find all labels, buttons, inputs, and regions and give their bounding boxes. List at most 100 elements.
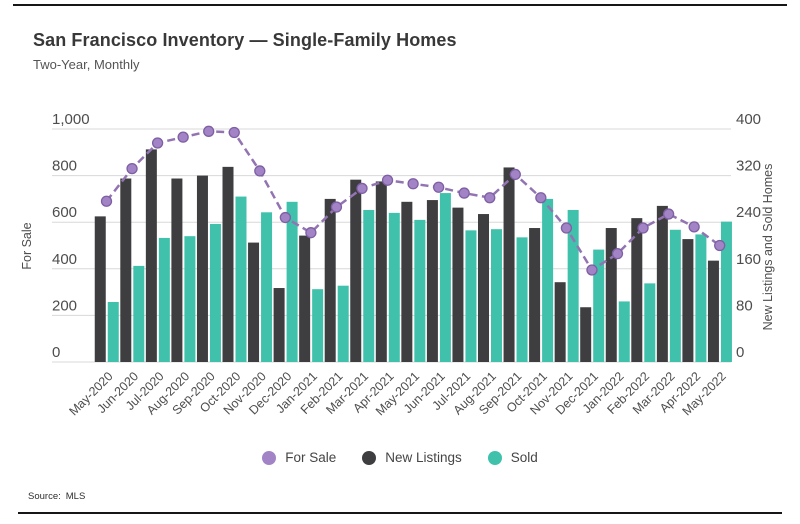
for-sale-point <box>126 162 138 175</box>
bar-new-listings <box>350 179 362 362</box>
sold-swatch-icon <box>487 450 502 465</box>
legend-item-for-sale: For Sale <box>262 450 336 465</box>
bar-new-listings <box>222 166 234 362</box>
source-value: MLS <box>65 491 86 502</box>
bar-new-listings <box>580 307 592 362</box>
bar-new-listings <box>94 216 106 362</box>
for-sale-point <box>330 201 343 213</box>
bar-sold <box>337 285 349 362</box>
bar-new-listings <box>707 260 719 362</box>
bar-sold <box>133 265 145 362</box>
left-axis-title: For Sale <box>20 222 34 269</box>
bar-sold <box>516 237 528 362</box>
bar-new-listings <box>656 205 668 362</box>
bar-sold <box>158 237 170 362</box>
bar-new-listings <box>478 214 489 362</box>
bar-sold <box>388 212 400 362</box>
top-divider <box>13 4 787 6</box>
left-axis-tick: 400 <box>52 251 77 268</box>
bar-sold <box>286 201 298 362</box>
for-sale-point <box>279 211 292 224</box>
bar-sold <box>439 193 451 362</box>
for-sale-point <box>100 195 113 207</box>
bar-new-listings <box>196 175 208 362</box>
bar-sold <box>261 212 273 362</box>
page-title: San Francisco Inventory — Single-Family … <box>33 30 457 50</box>
bar-new-listings <box>171 178 183 362</box>
legend-item-new-listings: New Listings <box>362 450 462 465</box>
page-subtitle: Two-Year, Monthly <box>33 57 140 72</box>
legend-label: New Listings <box>385 450 462 465</box>
bar-new-listings <box>145 149 157 362</box>
bar-new-listings <box>605 228 617 362</box>
bar-new-listings <box>120 178 132 362</box>
bar-sold <box>695 234 707 362</box>
bar-sold <box>465 230 477 362</box>
source-note: Source: MLS <box>28 491 85 502</box>
for-sale-point <box>151 137 164 149</box>
for-sale-point <box>432 181 445 193</box>
bar-new-listings <box>631 218 643 362</box>
bottom-divider <box>18 512 782 514</box>
bar-sold <box>567 209 579 362</box>
for-sale-point <box>177 131 189 143</box>
right-axis-tick: 400 <box>736 111 761 128</box>
bar-new-listings <box>682 239 694 362</box>
bar-sold <box>235 196 247 362</box>
bar-new-listings <box>554 282 566 362</box>
bar-new-listings <box>248 242 260 362</box>
bar-sold <box>618 301 630 362</box>
bar-new-listings <box>426 200 438 362</box>
bar-new-listings <box>273 288 285 362</box>
bar-sold <box>644 283 656 362</box>
right-axis-title: New Listings and Sold Homes <box>761 164 775 331</box>
bar-sold <box>312 289 324 362</box>
for-sale-point <box>305 227 317 239</box>
for-sale-swatch-icon <box>262 450 277 465</box>
chart-legend: For Sale New Listings Sold <box>0 450 800 465</box>
for-sale-point <box>228 126 240 139</box>
bar-sold <box>107 302 119 362</box>
for-sale-point <box>688 221 700 233</box>
for-sale-point <box>535 192 547 204</box>
right-axis-tick: 80 <box>736 297 753 314</box>
legend-label: Sold <box>510 450 538 465</box>
for-sale-point <box>356 182 368 195</box>
bar-new-listings <box>503 167 515 362</box>
bar-sold <box>669 229 681 362</box>
bar-new-listings <box>529 228 541 362</box>
left-axis-tick: 0 <box>52 344 60 361</box>
bar-sold <box>720 221 732 362</box>
for-sale-point <box>458 187 470 199</box>
for-sale-point <box>509 168 521 181</box>
legend-item-sold: Sold <box>487 450 538 465</box>
right-axis-tick: 160 <box>736 251 761 268</box>
bar-new-listings <box>375 181 387 362</box>
for-sale-point <box>586 264 598 276</box>
for-sale-point <box>254 165 266 177</box>
for-sale-point <box>381 174 394 186</box>
bar-sold <box>184 236 196 362</box>
bar-sold <box>491 229 502 362</box>
bar-new-listings <box>452 207 464 362</box>
new-listings-swatch-icon <box>362 450 377 465</box>
right-axis-tick: 0 <box>736 344 744 361</box>
legend-label: For Sale <box>285 450 337 465</box>
for-sale-point <box>560 222 573 234</box>
left-axis-tick: 600 <box>52 204 77 221</box>
for-sale-point <box>611 248 624 260</box>
bar-new-listings <box>299 235 311 362</box>
left-axis-tick: 200 <box>52 297 77 314</box>
source-label: Source: <box>28 491 61 502</box>
bar-sold <box>593 249 605 362</box>
bar-sold <box>542 198 554 362</box>
bar-sold <box>209 223 221 362</box>
for-sale-point <box>407 178 419 190</box>
left-axis-tick: 800 <box>52 158 77 175</box>
for-sale-point <box>484 192 496 204</box>
for-sale-point <box>637 222 649 234</box>
for-sale-point <box>662 208 675 220</box>
for-sale-point <box>203 125 215 137</box>
